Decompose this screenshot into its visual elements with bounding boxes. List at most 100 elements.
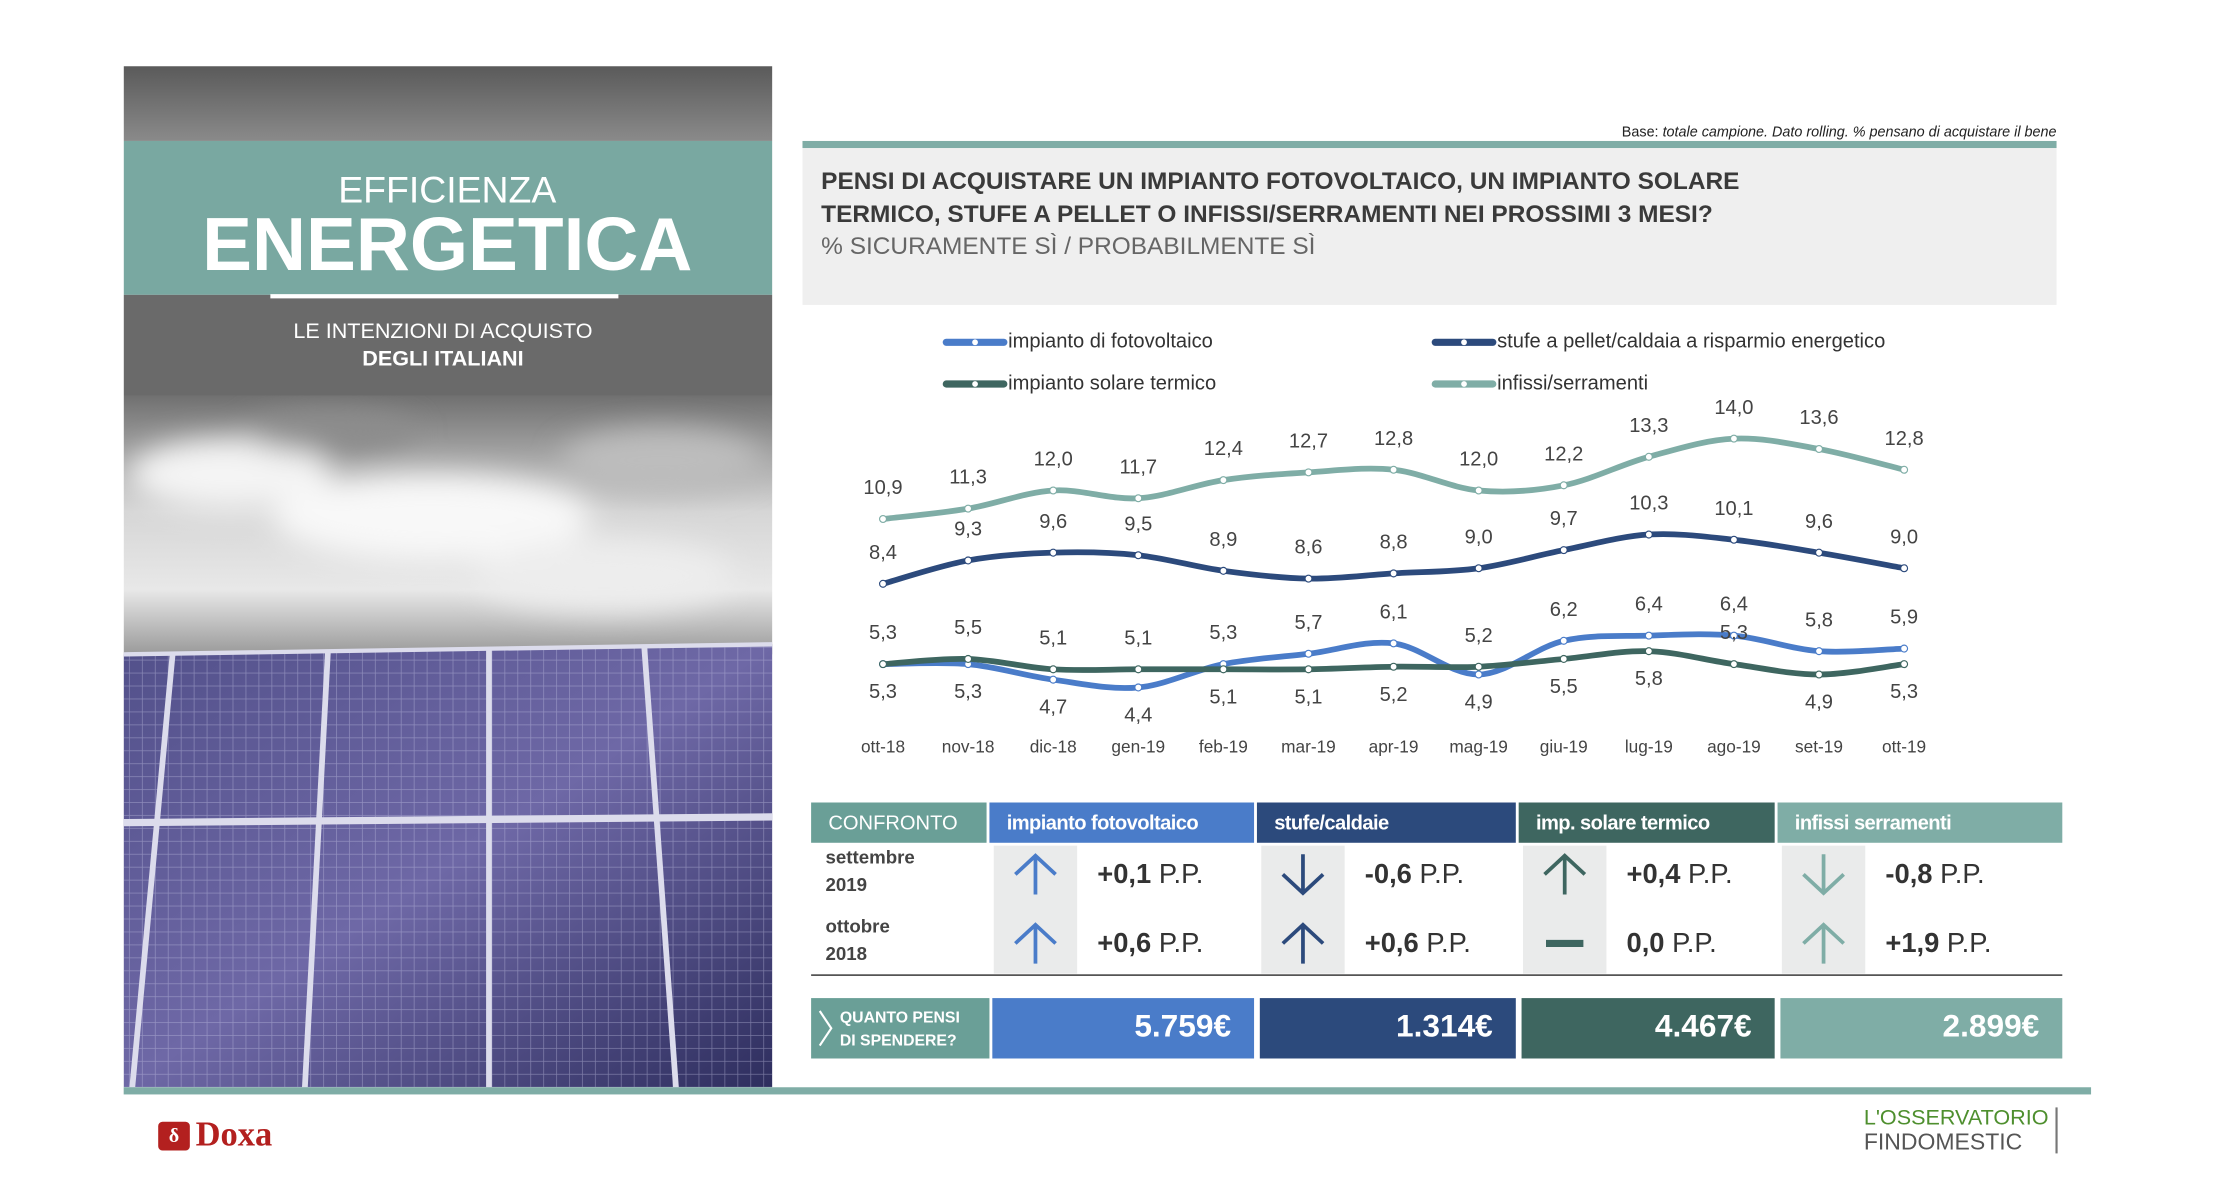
trend-arrow bbox=[1014, 853, 1057, 895]
data-point bbox=[1474, 486, 1483, 495]
x-tick-label: mar-19 bbox=[1281, 736, 1336, 756]
delta-value: -0,8 P.P. bbox=[1885, 858, 1984, 889]
title-band bbox=[123, 140, 773, 295]
delta-value: +0,6 P.P. bbox=[1365, 927, 1471, 958]
delta-value: +0,4 P.P. bbox=[1627, 858, 1733, 889]
trend-arrow bbox=[1802, 922, 1845, 964]
doxa-icon bbox=[158, 1121, 190, 1151]
delta-value: +0,6 P.P. bbox=[1097, 927, 1203, 958]
question-rule bbox=[802, 140, 2057, 149]
data-point bbox=[1389, 639, 1398, 648]
x-tick-label: ago-19 bbox=[1707, 736, 1761, 756]
x-tick-label: giu-19 bbox=[1540, 736, 1588, 756]
value-label: 10,1 bbox=[1714, 498, 1753, 520]
value-label: 5,8 bbox=[1805, 609, 1833, 631]
header-cell bbox=[1518, 802, 1775, 843]
data-point bbox=[878, 660, 888, 669]
delta-number: +0,6 bbox=[1097, 927, 1151, 958]
value-label: 12,4 bbox=[1204, 438, 1243, 460]
value-label: 12,8 bbox=[1374, 428, 1413, 450]
question-box bbox=[802, 148, 2057, 305]
data-point bbox=[1474, 662, 1483, 671]
row-label: 2018 bbox=[825, 943, 867, 964]
value-label: 4,7 bbox=[1039, 697, 1067, 719]
delta-number: +0,4 bbox=[1627, 858, 1682, 889]
data-point bbox=[1474, 670, 1483, 679]
spend-cell bbox=[1780, 998, 2063, 1059]
solar-cells bbox=[123, 644, 773, 1088]
data-point bbox=[878, 579, 888, 588]
data-point bbox=[1900, 644, 1909, 653]
base-note: Base: totale campione. Dato rolling. % p… bbox=[1622, 124, 2057, 140]
data-point bbox=[1644, 530, 1653, 539]
legend-label: impianto solare termico bbox=[1008, 372, 1216, 394]
value-label: 4,9 bbox=[1805, 692, 1833, 714]
spend-chevron bbox=[818, 1010, 833, 1047]
data-point bbox=[1900, 465, 1909, 474]
value-label: 5,1 bbox=[1209, 686, 1237, 708]
top-strip bbox=[123, 66, 773, 141]
data-point bbox=[1389, 465, 1398, 474]
note-text: totale campione. Dato rolling. % pensano… bbox=[1663, 124, 2057, 140]
value-label: 6,1 bbox=[1380, 602, 1408, 624]
trend-arrow bbox=[1543, 853, 1587, 895]
value-label: 4,4 bbox=[1124, 705, 1152, 727]
spend-cell bbox=[992, 998, 1255, 1059]
cover-title-big: ENERGETICA bbox=[202, 202, 692, 286]
value-label: 5,3 bbox=[1209, 622, 1237, 644]
spend-value: 4.467€ bbox=[1655, 1008, 1752, 1044]
data-point bbox=[1559, 654, 1568, 663]
value-label: 5,3 bbox=[869, 622, 897, 644]
delta-number: +1,9 bbox=[1885, 927, 1939, 958]
value-label: 12,2 bbox=[1544, 443, 1583, 465]
delta-unit: P.P. bbox=[1688, 858, 1733, 889]
data-point bbox=[1559, 481, 1568, 490]
x-tick-label: apr-19 bbox=[1369, 736, 1419, 756]
column-header: infissi serramenti bbox=[1795, 812, 1951, 834]
trend-arrow bbox=[1014, 922, 1057, 964]
brand-line: L'OSSERVATORIO bbox=[1864, 1105, 2049, 1130]
value-label: 6,4 bbox=[1635, 594, 1663, 616]
column-header: imp. solare termico bbox=[1536, 812, 1710, 834]
subtitle-band bbox=[123, 294, 773, 396]
value-label: 13,3 bbox=[1629, 415, 1668, 437]
data-point bbox=[1474, 564, 1483, 573]
x-tick-label: nov-18 bbox=[942, 736, 995, 756]
legend-dot bbox=[1461, 339, 1467, 346]
value-label: 9,5 bbox=[1124, 513, 1152, 535]
data-point bbox=[1559, 546, 1568, 555]
data-point bbox=[1814, 670, 1824, 679]
column-header: impianto fotovoltaico bbox=[1007, 812, 1199, 834]
x-tick-label: ott-18 bbox=[861, 736, 905, 756]
x-tick-label: mag-19 bbox=[1449, 736, 1508, 756]
value-label: 5,5 bbox=[1550, 676, 1578, 698]
value-label: 12,0 bbox=[1034, 449, 1073, 471]
question-line: PENSI DI ACQUISTARE UN IMPIANTO FOTOVOLT… bbox=[821, 168, 1739, 195]
legend-label: impianto di fotovoltaico bbox=[1008, 331, 1213, 353]
row-label: settembre bbox=[825, 847, 914, 868]
delta-value: -0,6 P.P. bbox=[1365, 858, 1464, 889]
data-point bbox=[1559, 636, 1568, 645]
data-point bbox=[1134, 683, 1143, 692]
cover-subtitle: LE INTENZIONI DI ACQUISTO bbox=[293, 318, 592, 343]
data-point bbox=[1049, 675, 1058, 684]
legend-dot bbox=[1461, 381, 1467, 387]
legend-label: infissi/serramenti bbox=[1497, 372, 1648, 394]
data-point bbox=[1304, 574, 1313, 583]
value-label: 10,3 bbox=[1629, 493, 1668, 515]
delta-number: 0,0 bbox=[1627, 927, 1665, 958]
value-label: 11,7 bbox=[1119, 456, 1157, 478]
value-label: 9,3 bbox=[954, 519, 982, 541]
column-header: stufe/caldaie bbox=[1274, 812, 1389, 834]
data-point bbox=[1900, 660, 1909, 669]
header-label: CONFRONTO bbox=[828, 812, 957, 834]
trend-arrow bbox=[1281, 922, 1325, 964]
value-label: 12,7 bbox=[1289, 430, 1328, 452]
data-point bbox=[1729, 631, 1738, 640]
value-label: 12,0 bbox=[1459, 449, 1498, 471]
value-label: 9,0 bbox=[1465, 526, 1493, 548]
data-point bbox=[1304, 665, 1313, 674]
value-label: 5,8 bbox=[1635, 668, 1663, 690]
